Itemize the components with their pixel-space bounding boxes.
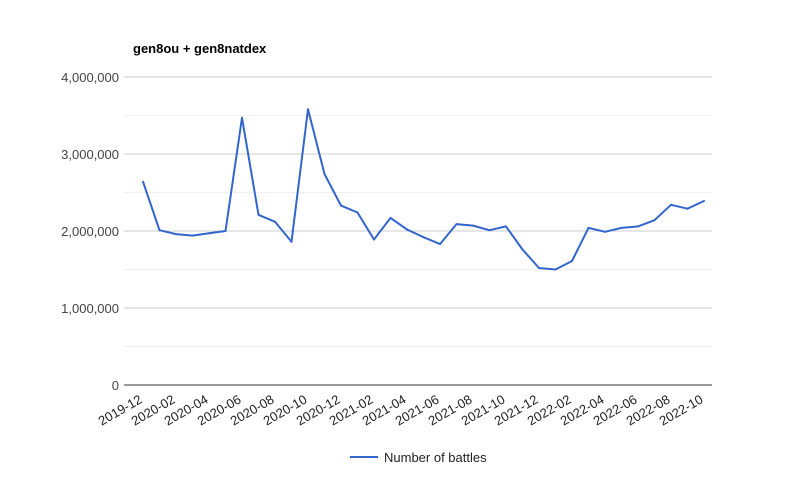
data-point (158, 229, 161, 232)
data-point (538, 267, 540, 269)
data-point (703, 200, 705, 202)
legend: Number of battles (350, 450, 487, 465)
series-line (142, 108, 705, 271)
y-tick-label: 4,000,000 (61, 70, 119, 85)
gridlines (124, 76, 712, 347)
data-point (455, 223, 458, 226)
data-point (620, 226, 623, 229)
data-point (208, 232, 210, 235)
data-point (571, 260, 573, 262)
data-point (340, 204, 342, 207)
data-point (670, 203, 672, 206)
data-point (389, 216, 392, 219)
data-point (307, 108, 309, 111)
data-point (521, 248, 524, 251)
y-tick-label: 2,000,000 (61, 224, 119, 239)
data-point (241, 116, 243, 119)
data-point (323, 173, 326, 175)
data-point (686, 207, 689, 210)
series-group (142, 108, 705, 271)
data-point (224, 230, 227, 232)
y-tick-label: 1,000,000 (61, 301, 119, 316)
data-point (175, 233, 177, 236)
legend-label: Number of battles (384, 450, 487, 465)
data-point (439, 243, 441, 246)
data-point (373, 238, 375, 241)
chart-title: gen8ou + gen8natdex (133, 41, 267, 56)
data-point (653, 219, 656, 222)
y-axis-tick-labels: 0 1,000,000 2,000,000 3,000,000 4,000,000 (61, 70, 119, 393)
data-point (356, 211, 359, 214)
data-point (554, 268, 557, 271)
data-point (587, 226, 590, 229)
data-point (604, 230, 606, 233)
y-tick-label: 3,000,000 (61, 147, 119, 162)
data-point (488, 229, 491, 232)
x-axis-tick-labels: 2019-122020-022020-042020-062020-082020-… (96, 392, 706, 429)
y-tick-label: 0 (112, 378, 119, 393)
data-point (290, 240, 293, 243)
data-point (472, 224, 474, 227)
data-point (142, 180, 144, 183)
data-point (406, 228, 408, 231)
data-point (191, 234, 194, 237)
data-point (257, 213, 260, 216)
data-point (274, 220, 276, 223)
data-point (505, 225, 507, 228)
data-point (422, 236, 425, 239)
data-point (637, 225, 639, 228)
